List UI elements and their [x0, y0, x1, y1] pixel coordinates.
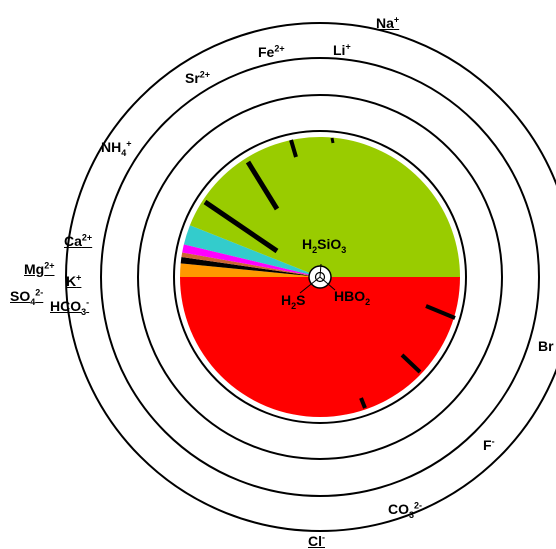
- tick-mark: [289, 139, 298, 158]
- center-label-hbo2: HBO2: [334, 288, 371, 307]
- tick-mark: [359, 397, 367, 409]
- ion-label-nh4: NH4+: [101, 138, 132, 158]
- ion-label-na: Na+: [376, 14, 400, 31]
- pie-slice-2: [180, 263, 320, 277]
- center-label-h2s: H2S: [281, 292, 306, 311]
- pie-slice-5: [182, 244, 320, 277]
- ion-label-k: K+: [66, 272, 82, 289]
- ion-label-hco3: HCO3-: [50, 297, 90, 317]
- ion-label-fe: Fe2+: [258, 43, 285, 60]
- inner-ring: [173, 130, 467, 424]
- leader-h2sio3: [319, 263, 322, 278]
- leader-hbo2: [319, 276, 336, 291]
- ion-label-co3: CO32-: [388, 500, 423, 520]
- centre-marker: [299, 263, 336, 294]
- outer-ring-1: [65, 22, 556, 532]
- ion-label-mg: Mg2+: [24, 260, 55, 277]
- tick-mark: [245, 160, 280, 211]
- ion-label-f: F-: [483, 436, 495, 453]
- pie-slice-4: [181, 252, 320, 277]
- ion-label-ca: Ca2+: [64, 232, 93, 249]
- outer-ring-2: [100, 57, 540, 497]
- tick-mark: [425, 304, 456, 320]
- ion-label-li: Li+: [333, 41, 351, 58]
- tick-mark: [330, 137, 335, 144]
- pie-slice-6: [183, 225, 320, 277]
- ion-label-sr: Sr2+: [185, 69, 211, 86]
- pie-slice-1: [180, 277, 460, 417]
- leader-h2s: [299, 276, 321, 294]
- outer-ring-3: [137, 94, 503, 460]
- ion-label-br: Br: [538, 338, 554, 354]
- pie-slices: [180, 137, 461, 417]
- tick-mark: [400, 353, 422, 374]
- center-label-h2sio3: H2SiO3: [302, 236, 347, 255]
- ion-label-cl: Cl-: [308, 532, 325, 549]
- pie-slice-3: [180, 257, 320, 277]
- pie-slice-7: [189, 137, 461, 277]
- ion-label-so4: SO42-: [10, 287, 44, 307]
- tick-mark: [203, 199, 279, 254]
- pie-tick-marks: [203, 137, 456, 409]
